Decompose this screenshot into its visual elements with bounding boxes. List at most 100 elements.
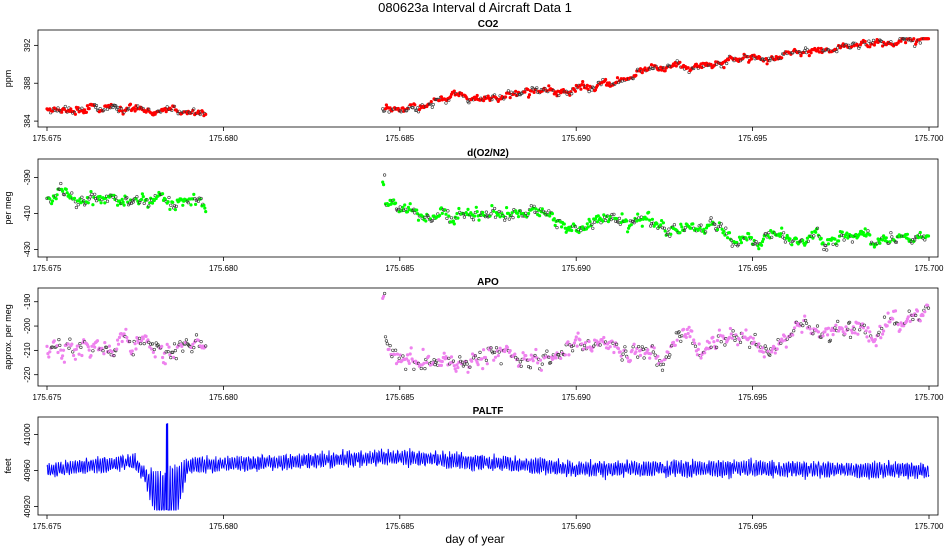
data-point [132, 106, 136, 110]
data-point [762, 355, 766, 359]
data-point [438, 213, 442, 218]
data-point [86, 201, 90, 205]
data-point [539, 368, 544, 372]
data-point [840, 230, 844, 234]
data-point [468, 365, 472, 369]
data-point [727, 231, 732, 235]
data-point [496, 212, 500, 217]
data-point [60, 110, 64, 114]
data-point [659, 223, 663, 227]
data-point [566, 340, 570, 344]
x-tick-label: 175.690 [562, 264, 591, 273]
data-point [846, 327, 850, 331]
data-point [757, 247, 761, 251]
data-point [836, 239, 841, 243]
y-tick-label: 388 [23, 76, 32, 90]
y-tick-label: -410 [23, 205, 32, 222]
data-point [149, 342, 153, 346]
data-point [618, 350, 622, 354]
data-point [534, 347, 538, 352]
data-point [52, 339, 56, 343]
data-point [680, 225, 684, 229]
data-point [559, 356, 563, 361]
data-point [93, 345, 97, 349]
y-tick-label: -220 [23, 366, 32, 383]
data-point [442, 351, 446, 355]
data-point [831, 242, 835, 246]
data-point [866, 229, 870, 233]
data-point [803, 46, 808, 50]
data-point [456, 366, 460, 370]
data-point [497, 209, 501, 214]
x-tick-label: 175.685 [385, 522, 414, 531]
data-point [756, 345, 760, 349]
data-point [447, 356, 451, 360]
data-point [462, 215, 467, 219]
data-point [394, 201, 398, 205]
data-point [62, 193, 67, 197]
data-point [455, 212, 459, 216]
data-point [445, 216, 449, 220]
data-point [460, 360, 465, 364]
data-point [745, 238, 749, 242]
data-point [454, 369, 458, 373]
data-point [527, 93, 532, 97]
data-point [686, 66, 690, 70]
data-point [557, 353, 561, 357]
data-point [737, 235, 742, 239]
data-point [831, 333, 835, 337]
data-point [716, 225, 721, 229]
data-point [69, 195, 73, 199]
data-point [469, 211, 473, 215]
data-point [151, 350, 155, 355]
data-point [64, 187, 68, 191]
data-point [896, 323, 900, 327]
data-point [511, 216, 515, 220]
x-tick-label: 175.700 [915, 134, 944, 143]
y-axis-label: approx. per meg [3, 304, 13, 370]
data-point [422, 361, 426, 365]
data-point [529, 353, 533, 357]
data-point [48, 107, 52, 111]
data-point [737, 338, 742, 342]
data-point [528, 366, 533, 370]
data-point [115, 203, 120, 207]
data-point [148, 201, 152, 205]
data-point [391, 348, 395, 352]
data-point [393, 352, 397, 357]
data-point [843, 332, 847, 336]
data-point [661, 221, 666, 225]
data-point [659, 359, 664, 363]
data-point [562, 222, 566, 226]
data-point [773, 57, 777, 62]
data-point [692, 341, 697, 345]
data-point [122, 203, 126, 207]
data-point [877, 330, 881, 334]
data-point [761, 350, 766, 354]
data-point [86, 345, 90, 349]
data-point [784, 345, 788, 349]
data-point [54, 197, 58, 201]
data-point [510, 211, 514, 215]
data-point [480, 357, 484, 361]
data-point [90, 192, 94, 196]
data-point [482, 348, 486, 352]
data-point [142, 342, 146, 346]
data-point [165, 342, 169, 347]
data-point [523, 90, 527, 94]
data-point [164, 350, 168, 354]
data-point [173, 349, 177, 353]
data-point [559, 225, 564, 229]
data-point [498, 346, 502, 350]
data-point [699, 356, 703, 360]
data-point [491, 351, 495, 355]
data-point [449, 355, 454, 359]
data-point [382, 294, 386, 298]
data-point [709, 62, 713, 67]
data-point [760, 346, 765, 350]
data-point [903, 40, 908, 45]
data-point [612, 212, 616, 216]
data-point [186, 201, 190, 205]
data-point [493, 355, 498, 359]
data-point [169, 356, 173, 360]
